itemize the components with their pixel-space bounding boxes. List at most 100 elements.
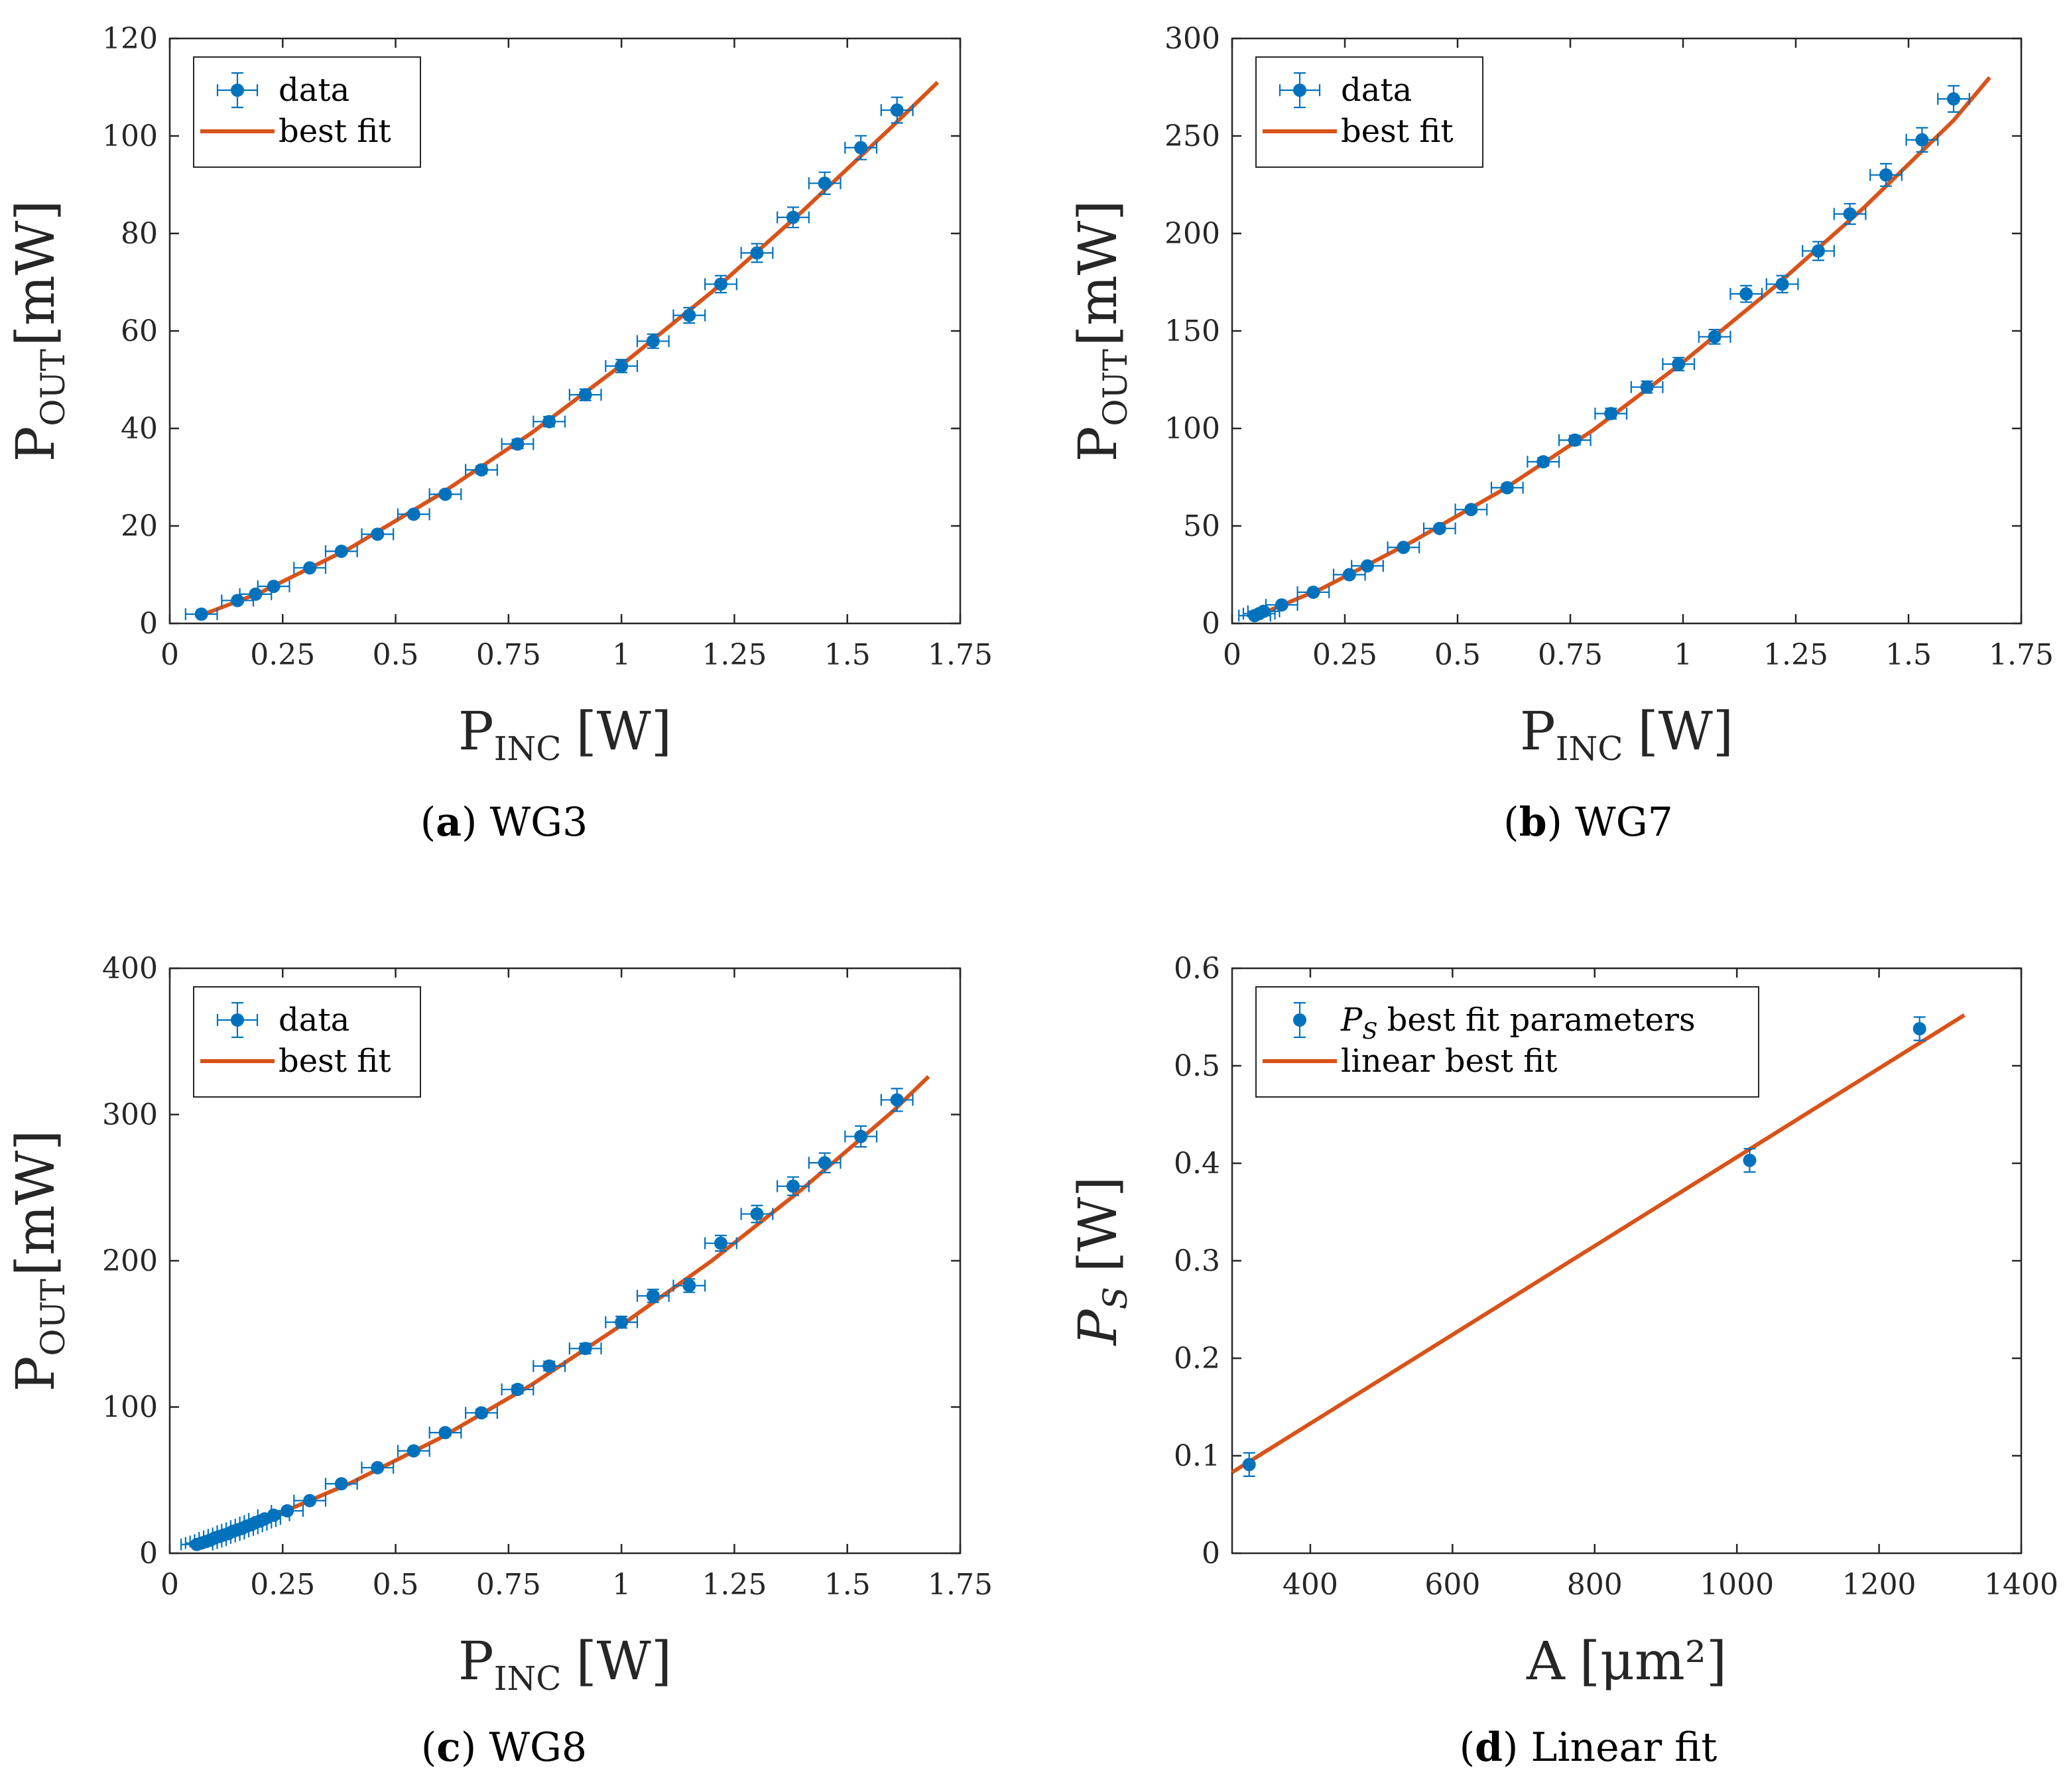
- data-marker: [646, 334, 660, 348]
- x-tick-label: 1000: [1700, 1568, 1774, 1602]
- y-axis-label: POUT[mW]: [5, 1130, 72, 1392]
- data-point: [248, 1512, 281, 1526]
- legend-fit-label: best fit: [279, 1043, 391, 1080]
- x-tick-label: 0: [1223, 638, 1241, 672]
- x-tick-label: 0.5: [1434, 638, 1481, 672]
- x-tick-label: 1.5: [824, 1568, 871, 1602]
- x-tick-label: 1: [612, 638, 631, 672]
- data-marker: [714, 277, 727, 291]
- legend-fit-label: linear best fit: [1341, 1043, 1557, 1080]
- data-marker: [1743, 1153, 1757, 1167]
- legend-data-marker: [231, 1013, 244, 1027]
- x-tick-label: 0.25: [250, 638, 315, 672]
- data-marker: [334, 544, 348, 558]
- legend-data-label: data: [1341, 72, 1412, 109]
- y-tick-label: 0.1: [1174, 1439, 1220, 1473]
- x-tick-label: 0.75: [476, 638, 541, 672]
- data-marker: [542, 415, 556, 428]
- data-point: [808, 171, 842, 195]
- data-point: [465, 463, 498, 477]
- x-tick-label: 1400: [1984, 1568, 2058, 1602]
- y-tick-label: 0.6: [1174, 952, 1220, 986]
- data-point: [808, 1152, 842, 1174]
- y-tick-label: 60: [121, 314, 158, 348]
- y-tick-label: 200: [102, 1244, 158, 1278]
- data-point: [1765, 275, 1799, 294]
- legend-data-marker: [231, 84, 244, 97]
- data-marker: [267, 580, 281, 594]
- x-tick-label: 1.75: [1989, 638, 2054, 672]
- data-marker: [1536, 455, 1550, 469]
- data-point: [221, 594, 255, 608]
- data-point: [257, 1508, 290, 1522]
- x-tick-label: 800: [1567, 1568, 1623, 1602]
- legend: data best fit: [193, 56, 421, 168]
- x-tick-label: 1.5: [824, 638, 871, 672]
- legend-box: [193, 56, 421, 168]
- data-point: [605, 1315, 639, 1329]
- y-tick-label: 0.4: [1174, 1147, 1220, 1181]
- legend-data-label: data: [279, 72, 349, 109]
- data-point: [1594, 407, 1628, 420]
- x-axis-label: A [μm²]: [1526, 1630, 1727, 1692]
- data-point: [1247, 604, 1281, 618]
- data-marker: [786, 210, 800, 224]
- x-tick-label: 1.25: [1763, 638, 1828, 672]
- y-axis-label: POUT[mW]: [1067, 200, 1135, 462]
- data-point: [568, 388, 602, 402]
- x-tick-label: 0.75: [1538, 638, 1603, 672]
- data-point: [397, 1444, 430, 1458]
- x-tick-label: 0.5: [373, 638, 419, 672]
- x-axis-label: PINC [W]: [458, 700, 672, 768]
- data-point: [1558, 433, 1592, 447]
- data-point: [1662, 357, 1696, 371]
- data-marker: [1342, 568, 1356, 582]
- data-point: [1527, 455, 1560, 469]
- x-tick-label: 400: [1283, 1568, 1338, 1602]
- data-point: [1454, 503, 1488, 517]
- chart-2: 0 0.25 0.5 0.75 1 1.25 1.5 1.75 0 50 100 150 200 250 3…: [1067, 22, 2054, 846]
- subfigure-caption: (a) WG3: [420, 799, 588, 846]
- data-marker: [1640, 380, 1654, 394]
- data-marker: [1464, 503, 1478, 517]
- data-marker: [1242, 1458, 1256, 1472]
- data-point: [1490, 481, 1524, 495]
- data-marker: [818, 1156, 832, 1170]
- data-point: [880, 1088, 914, 1112]
- data-point: [361, 527, 395, 541]
- y-tick-label: 0.2: [1174, 1342, 1220, 1376]
- data-point: [777, 1176, 810, 1196]
- legend-box: [1255, 56, 1483, 168]
- fit-line: [1231, 1013, 1966, 1474]
- data-marker: [371, 527, 385, 541]
- data-marker: [890, 1093, 904, 1107]
- data-point: [293, 1494, 327, 1507]
- data-point: [501, 1383, 534, 1397]
- y-tick-label: 120: [102, 22, 158, 56]
- y-tick-label: 0: [1202, 607, 1220, 641]
- data-point: [532, 415, 566, 428]
- data-marker: [1397, 541, 1410, 554]
- x-tick-label: 0.25: [1312, 638, 1377, 672]
- data-point: [636, 333, 670, 350]
- y-tick-label: 100: [102, 1391, 158, 1425]
- data-marker: [1947, 92, 1960, 106]
- x-tick-label: 1.5: [1885, 638, 1932, 672]
- data-point: [568, 1342, 602, 1356]
- data-point: [184, 608, 218, 621]
- data-marker: [231, 594, 245, 608]
- data-marker: [682, 308, 696, 322]
- data-marker: [1879, 168, 1893, 182]
- data-marker: [578, 388, 592, 402]
- data-point: [740, 1204, 774, 1224]
- x-tick-label: 1200: [1842, 1568, 1916, 1602]
- legend: data best fit: [1255, 56, 1483, 168]
- data-point: [605, 359, 639, 373]
- data-point: [1905, 127, 1939, 153]
- data-point: [293, 561, 327, 575]
- data-marker: [474, 463, 488, 477]
- data-marker: [267, 1508, 281, 1522]
- x-tick-label: 600: [1424, 1568, 1480, 1602]
- data-point: [1265, 598, 1298, 612]
